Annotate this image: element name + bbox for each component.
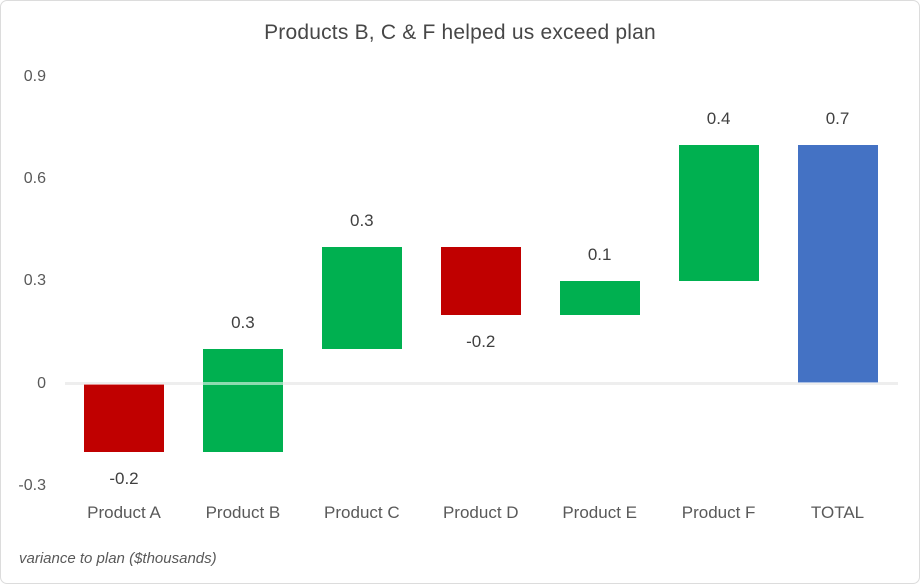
waterfall-bar-product-d <box>440 247 521 316</box>
data-label-product-d: -0.2 <box>466 332 496 352</box>
data-label-product-f: 0.4 <box>706 108 731 128</box>
waterfall-bar-product-c <box>321 247 402 350</box>
y-axis-tick-label: 0.6 <box>23 170 46 188</box>
zero-axis-line-overlay <box>65 382 898 385</box>
category-label-product-a: Product A <box>87 503 161 522</box>
y-axis-tick-label: -0.3 <box>18 476 46 494</box>
data-label-product-a: -0.2 <box>109 468 139 488</box>
category-label-product-e: Product E <box>562 503 637 522</box>
data-label-product-b: 0.3 <box>231 313 255 333</box>
waterfall-bar-total <box>797 144 878 384</box>
category-label-product-b: Product B <box>205 503 281 522</box>
axis-note: variance to plan ($thousands) <box>19 550 217 567</box>
category-label-product-c: Product C <box>324 503 400 522</box>
waterfall-bar-product-a <box>84 383 164 452</box>
data-label-product-e: 0.1 <box>587 245 612 265</box>
y-axis-tick-label: 0 <box>37 374 46 392</box>
category-label-total: TOTAL <box>810 503 865 522</box>
category-label-product-f: Product F <box>681 503 756 522</box>
data-label-total: 0.7 <box>825 108 850 128</box>
waterfall-bar-product-f <box>678 144 759 282</box>
category-label-product-d: Product D <box>442 503 519 522</box>
y-axis-tick-label: 0.9 <box>23 67 46 85</box>
waterfall-bar-product-e <box>559 281 640 316</box>
y-axis-tick-label: 0.3 <box>23 272 46 290</box>
chart-title: Products B, C & F helped us exceed plan <box>264 21 656 44</box>
data-label-product-c: 0.3 <box>350 211 374 231</box>
waterfall-bar-product-b <box>202 349 283 452</box>
